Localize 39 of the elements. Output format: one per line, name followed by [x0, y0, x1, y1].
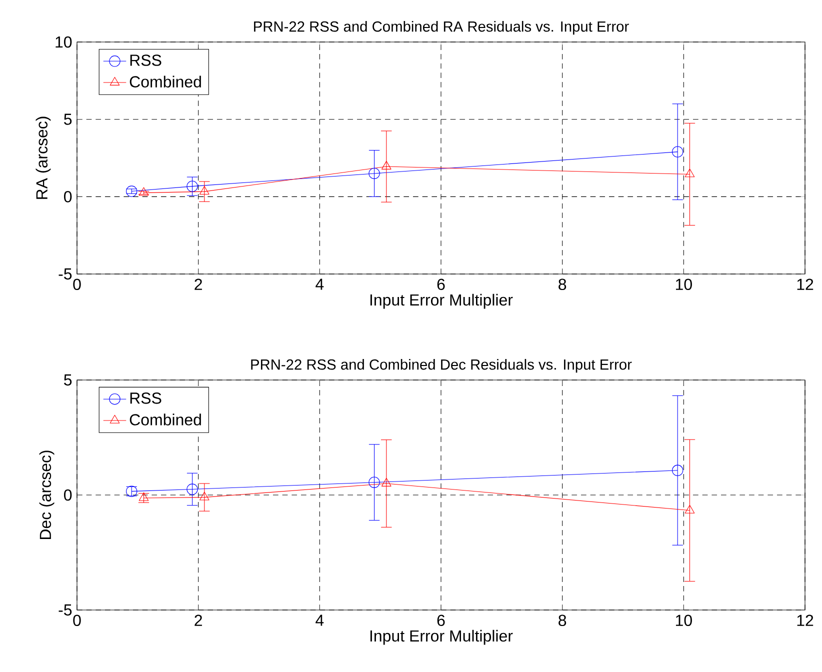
y-tick-label: 5 — [64, 114, 72, 125]
chart-title: PRN-22 RSS and Combined RA Residuals vs. Input Error — [254, 20, 629, 35]
x-tick-label: 0 — [73, 614, 81, 626]
chart-title: PRN-22 RSS and Combined Dec Residuals vs. Input Error — [251, 358, 632, 373]
point — [186, 180, 198, 192]
x-axis-title: Input Error Multiplier — [370, 630, 513, 645]
x-tick-label: 6 — [437, 614, 445, 626]
point — [126, 186, 138, 197]
point — [200, 186, 210, 195]
x-tick-label: 10 — [676, 614, 692, 626]
point — [672, 146, 684, 158]
legend-label: Combined — [130, 414, 201, 426]
y-axis-title: Dec (arcsec) — [39, 450, 54, 540]
point — [684, 168, 695, 178]
legend-label: RSS — [130, 54, 162, 66]
y-tick-label: -5 — [58, 268, 72, 280]
x-tick-label: 12 — [797, 614, 814, 626]
y-tick-label: -5 — [58, 604, 72, 616]
y-tick-label: 0 — [64, 191, 72, 202]
x-tick-label: 4 — [316, 278, 324, 290]
point — [368, 168, 380, 180]
x-tick-label: 4 — [316, 614, 324, 626]
point — [138, 187, 149, 196]
legend-label: Combined — [130, 76, 201, 88]
y-tick-label: 0 — [64, 489, 72, 501]
x-tick-label: 2 — [194, 614, 202, 626]
x-tick-label: 6 — [437, 278, 445, 290]
x-tick-label: 12 — [797, 278, 814, 290]
point — [382, 160, 392, 170]
x-tick-label: 0 — [73, 278, 81, 290]
y-tick-label: 5 — [64, 374, 72, 386]
x-axis-title: Input Error Multiplier — [370, 294, 513, 309]
x-tick-label: 8 — [558, 614, 566, 626]
x-tick-label: 10 — [676, 278, 692, 290]
x-tick-label: 2 — [194, 278, 202, 290]
y-tick-label: 10 — [56, 36, 72, 48]
x-tick-label: 8 — [558, 278, 566, 290]
y-axis-title: RA (arcsec) — [36, 116, 51, 199]
legend-label: RSS — [130, 392, 162, 404]
